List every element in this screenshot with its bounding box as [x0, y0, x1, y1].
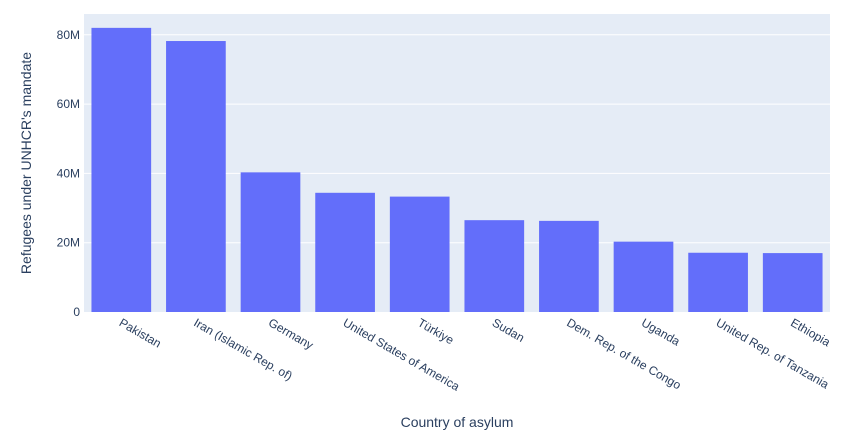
y-tick-labels: 0 20M 40M 60M 80M [57, 28, 81, 319]
bar-9[interactable] [762, 253, 823, 312]
y-tick-label: 20M [57, 236, 80, 250]
x-tick-label: Uganda [639, 315, 683, 348]
x-tick-label: Ethiopia [788, 315, 833, 349]
x-tick-labels: Pakistan Iran (Islamic Rep. of)Germany Uni… [117, 315, 833, 393]
x-tick-label: Türkiye [415, 315, 456, 347]
y-tick-label: 80M [57, 28, 80, 42]
y-tick-label: 60M [57, 97, 80, 111]
x-tick-label: Germany [266, 315, 316, 352]
bar-3[interactable] [315, 192, 375, 312]
x-tick-label: Sudan [490, 315, 527, 344]
bar-2[interactable] [240, 172, 301, 312]
y-tick-label: 40M [57, 166, 80, 180]
y-axis-title: Refugees under UNHCR's mandate [18, 52, 34, 274]
x-axis-title: Country of asylum [401, 414, 514, 430]
bar-7[interactable] [613, 241, 674, 312]
bar-0[interactable] [91, 27, 152, 312]
y-tick-label: 0 [73, 305, 80, 319]
bar-1[interactable] [166, 41, 226, 313]
bar-8[interactable] [688, 252, 748, 312]
bar-6[interactable] [539, 220, 599, 312]
x-tick-label: Pakistan [117, 315, 164, 350]
bar-5[interactable] [464, 220, 525, 312]
bars [91, 27, 823, 313]
bar-4[interactable] [389, 196, 450, 312]
